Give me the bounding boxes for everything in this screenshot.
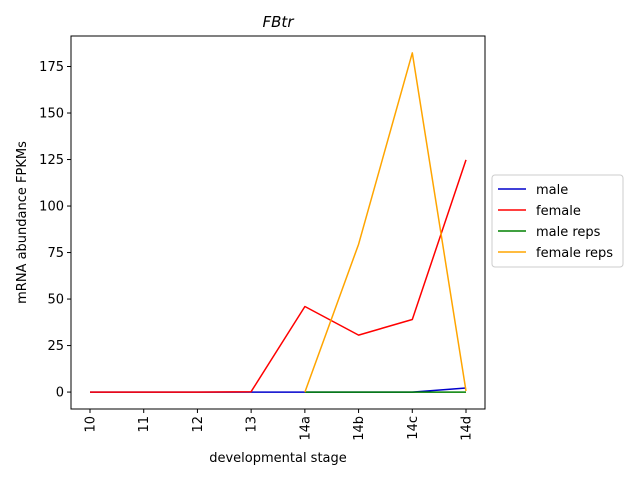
- legend-label: male: [536, 183, 568, 198]
- y-axis: 0 25 50 75 100 125 150 175: [39, 60, 71, 401]
- x-tick-label: 14a: [298, 416, 313, 441]
- legend-box: [491, 174, 624, 268]
- series-line-female: [90, 159, 467, 393]
- x-axis: 10 11 12 13 14a 14b 14c 14d: [84, 409, 475, 441]
- legend-label: female: [536, 204, 581, 219]
- x-axis-label: developmental stage: [209, 451, 347, 466]
- y-tick-label: 50: [47, 293, 64, 308]
- x-tick-label: 10: [84, 416, 99, 433]
- plot-lines: [90, 52, 467, 393]
- legend-label: female reps: [536, 246, 613, 261]
- legend: male female male reps female reps: [491, 174, 624, 268]
- x-tick-label: 13: [245, 416, 260, 433]
- x-tick-label: 14c: [406, 416, 421, 440]
- x-tick-label: 11: [137, 416, 152, 433]
- y-tick-label: 25: [47, 339, 64, 354]
- y-tick-label: 175: [39, 60, 64, 75]
- y-tick-label: 0: [56, 386, 64, 401]
- plot-frame: [70, 35, 486, 410]
- y-tick-label: 100: [39, 200, 64, 215]
- series-line-female-reps: [304, 52, 467, 393]
- legend-label: male reps: [536, 225, 601, 240]
- y-axis-label: mRNA abundance FPKMs: [15, 141, 30, 304]
- y-tick-label: 150: [39, 107, 64, 122]
- chart-title: FBtr: [263, 13, 295, 31]
- y-tick-label: 125: [39, 153, 64, 168]
- x-tick-label: 14b: [352, 416, 367, 441]
- x-tick-label: 12: [191, 416, 206, 433]
- y-tick-label: 75: [47, 246, 64, 261]
- x-tick-label: 14d: [460, 416, 475, 441]
